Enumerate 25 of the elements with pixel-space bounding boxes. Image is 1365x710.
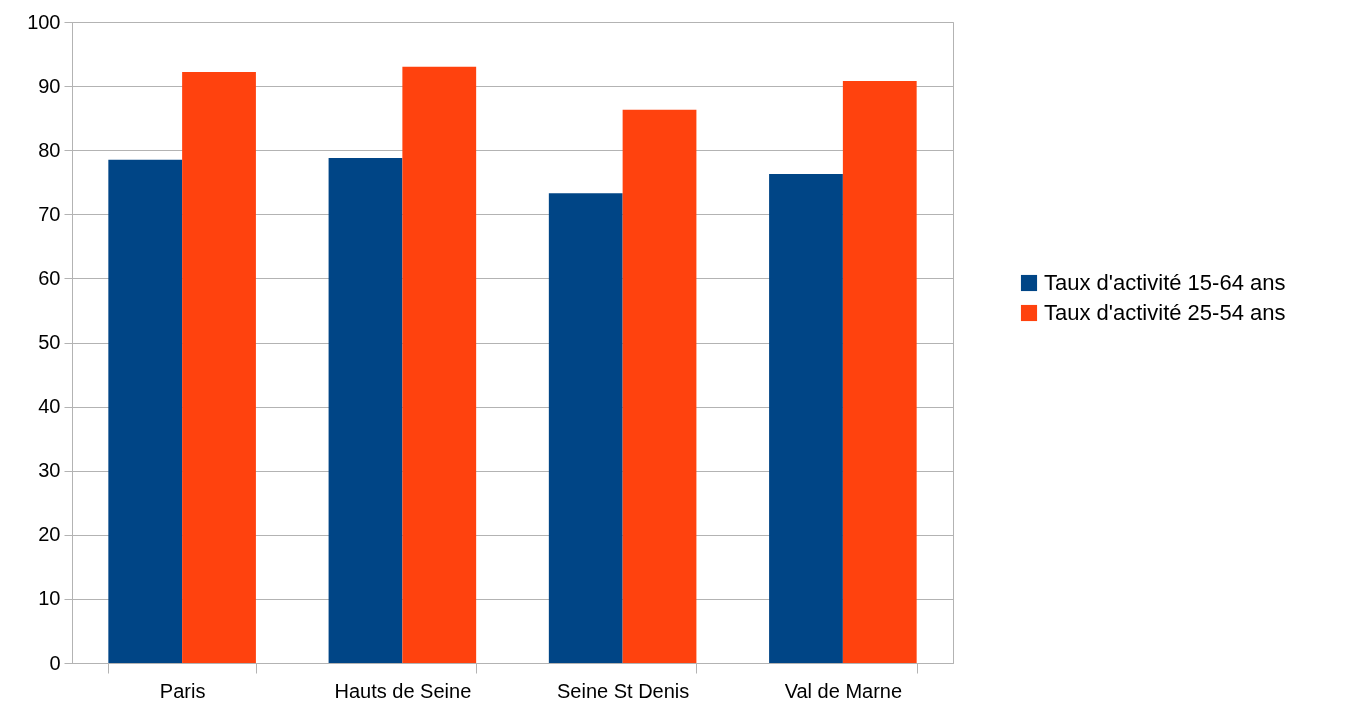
bar <box>402 66 477 663</box>
y-tick-label: 90 <box>38 74 61 97</box>
x-tick-label: Hauts de Seine <box>334 679 472 702</box>
y-tick-label: 70 <box>38 202 61 225</box>
bar <box>108 159 183 663</box>
y-tick-label: 100 <box>27 10 61 33</box>
x-tick-label: Seine St Denis <box>556 679 690 702</box>
bar <box>842 80 917 663</box>
y-tick-label: 30 <box>38 459 61 482</box>
bar <box>182 72 256 663</box>
bar <box>769 173 843 663</box>
bar <box>548 193 623 663</box>
y-tick-label: 60 <box>38 266 61 289</box>
y-tick-label: 20 <box>38 523 61 546</box>
legend-label: Taux d'activité 15-64 ans <box>1044 270 1286 295</box>
x-tick-label: Paris <box>159 679 206 702</box>
bar <box>328 157 403 663</box>
legend-label: Taux d'activité 25-54 ans <box>1044 300 1286 325</box>
bar <box>622 109 697 663</box>
x-tick-label: Val de Marne <box>784 679 903 702</box>
y-tick-label: 50 <box>38 331 61 353</box>
y-tick-label: 80 <box>38 138 61 161</box>
y-tick-label: 10 <box>38 587 61 610</box>
y-tick-label: 40 <box>38 395 61 418</box>
y-tick-label: 0 <box>49 651 61 674</box>
